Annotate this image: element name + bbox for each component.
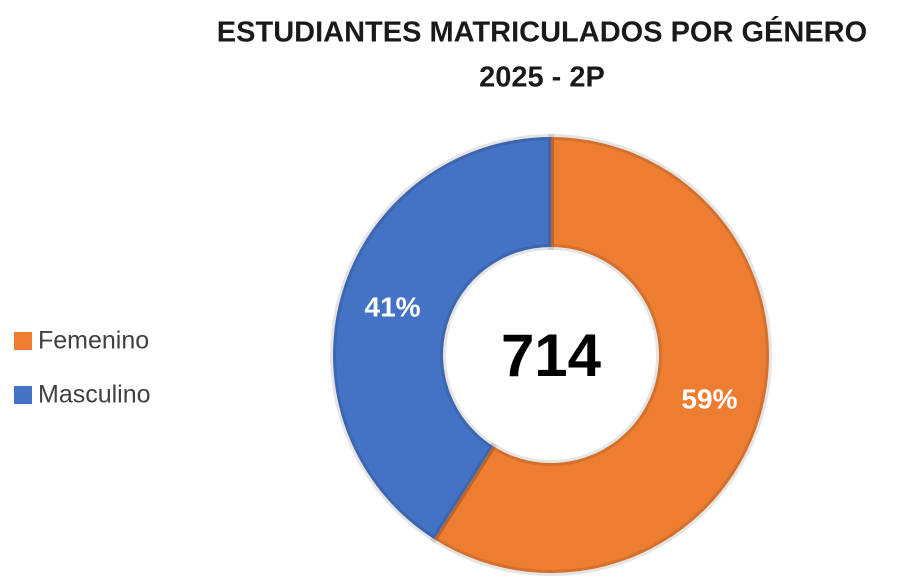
legend-label: Femenino <box>38 327 149 355</box>
donut-slice <box>430 133 772 576</box>
donut <box>330 133 772 576</box>
legend-label: Masculino <box>38 381 151 409</box>
data-label: 59% <box>681 383 737 414</box>
data-label: 41% <box>365 291 421 322</box>
center-label: 714 <box>501 322 602 389</box>
chart-title: ESTUDIANTES MATRICULADOS POR GÉNERO <box>217 15 867 49</box>
donut-slice <box>330 133 554 544</box>
chart-subtitle: 2025 - 2P <box>479 62 605 94</box>
legend-swatch <box>14 332 32 350</box>
legend-swatch <box>14 386 32 404</box>
